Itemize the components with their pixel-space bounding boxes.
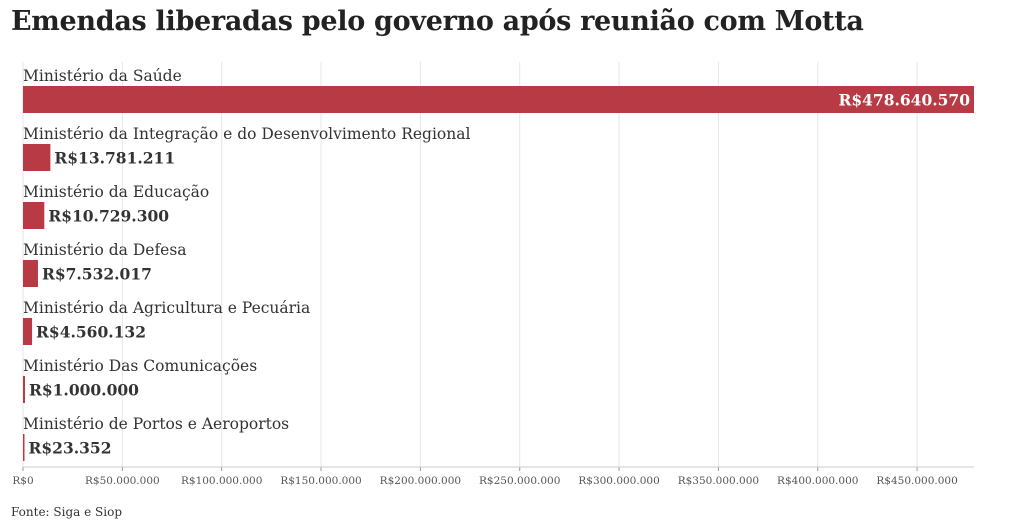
x-tick-label: R$300.000.000 [578,475,659,487]
bar [23,318,33,345]
x-tick-label: R$450.000.000 [876,475,957,487]
x-tick-label: R$400.000.000 [777,475,858,487]
x-tick-label: R$100.000.000 [181,475,262,487]
x-axis: R$0 R$50.000.000 R$100.000.000 R$150.000.00… [12,466,974,487]
value-label: R$10.729.300 [48,207,169,226]
x-tick-label: R$50.000.000 [85,475,160,487]
value-label: R$1.000.000 [29,381,139,400]
x-tick-label: R$150.000.000 [280,475,361,487]
bar-chart: Ministério da Saúde R$478.640.570 Ministér… [12,62,974,487]
bar [23,202,45,229]
source-note: Fonte: Siga e Siop [11,505,122,519]
x-tick-label: R$250.000.000 [479,475,560,487]
category-label: Ministério da Agricultura e Pecuária [23,299,310,317]
chart-title: Emendas liberadas pelo governo após reun… [11,6,864,37]
value-label: R$478.640.570 [838,91,970,110]
bar [23,86,974,113]
category-label: Ministério da Integração e do Desenvolvi… [23,125,470,143]
x-tick-label: R$200.000.000 [380,475,461,487]
value-label: R$7.532.017 [42,265,152,284]
value-label: R$23.352 [29,439,112,458]
x-tick-label: R$350.000.000 [678,475,759,487]
bar [23,260,38,287]
bar [23,376,25,403]
category-label: Ministério da Defesa [23,241,187,259]
category-label: Ministério Das Comunicações [23,357,257,375]
category-label: Ministério de Portos e Aeroportos [23,415,289,433]
bars: Ministério da Saúde R$478.640.570 Ministér… [23,67,974,461]
bar [23,144,51,171]
bar [23,434,25,461]
category-label: Ministério da Educação [23,183,209,201]
value-label: R$4.560.132 [36,323,146,342]
value-label: R$13.781.211 [54,149,175,168]
category-label: Ministério da Saúde [23,67,182,85]
grid-lines [22,62,918,467]
x-tick-label: R$0 [12,475,33,487]
